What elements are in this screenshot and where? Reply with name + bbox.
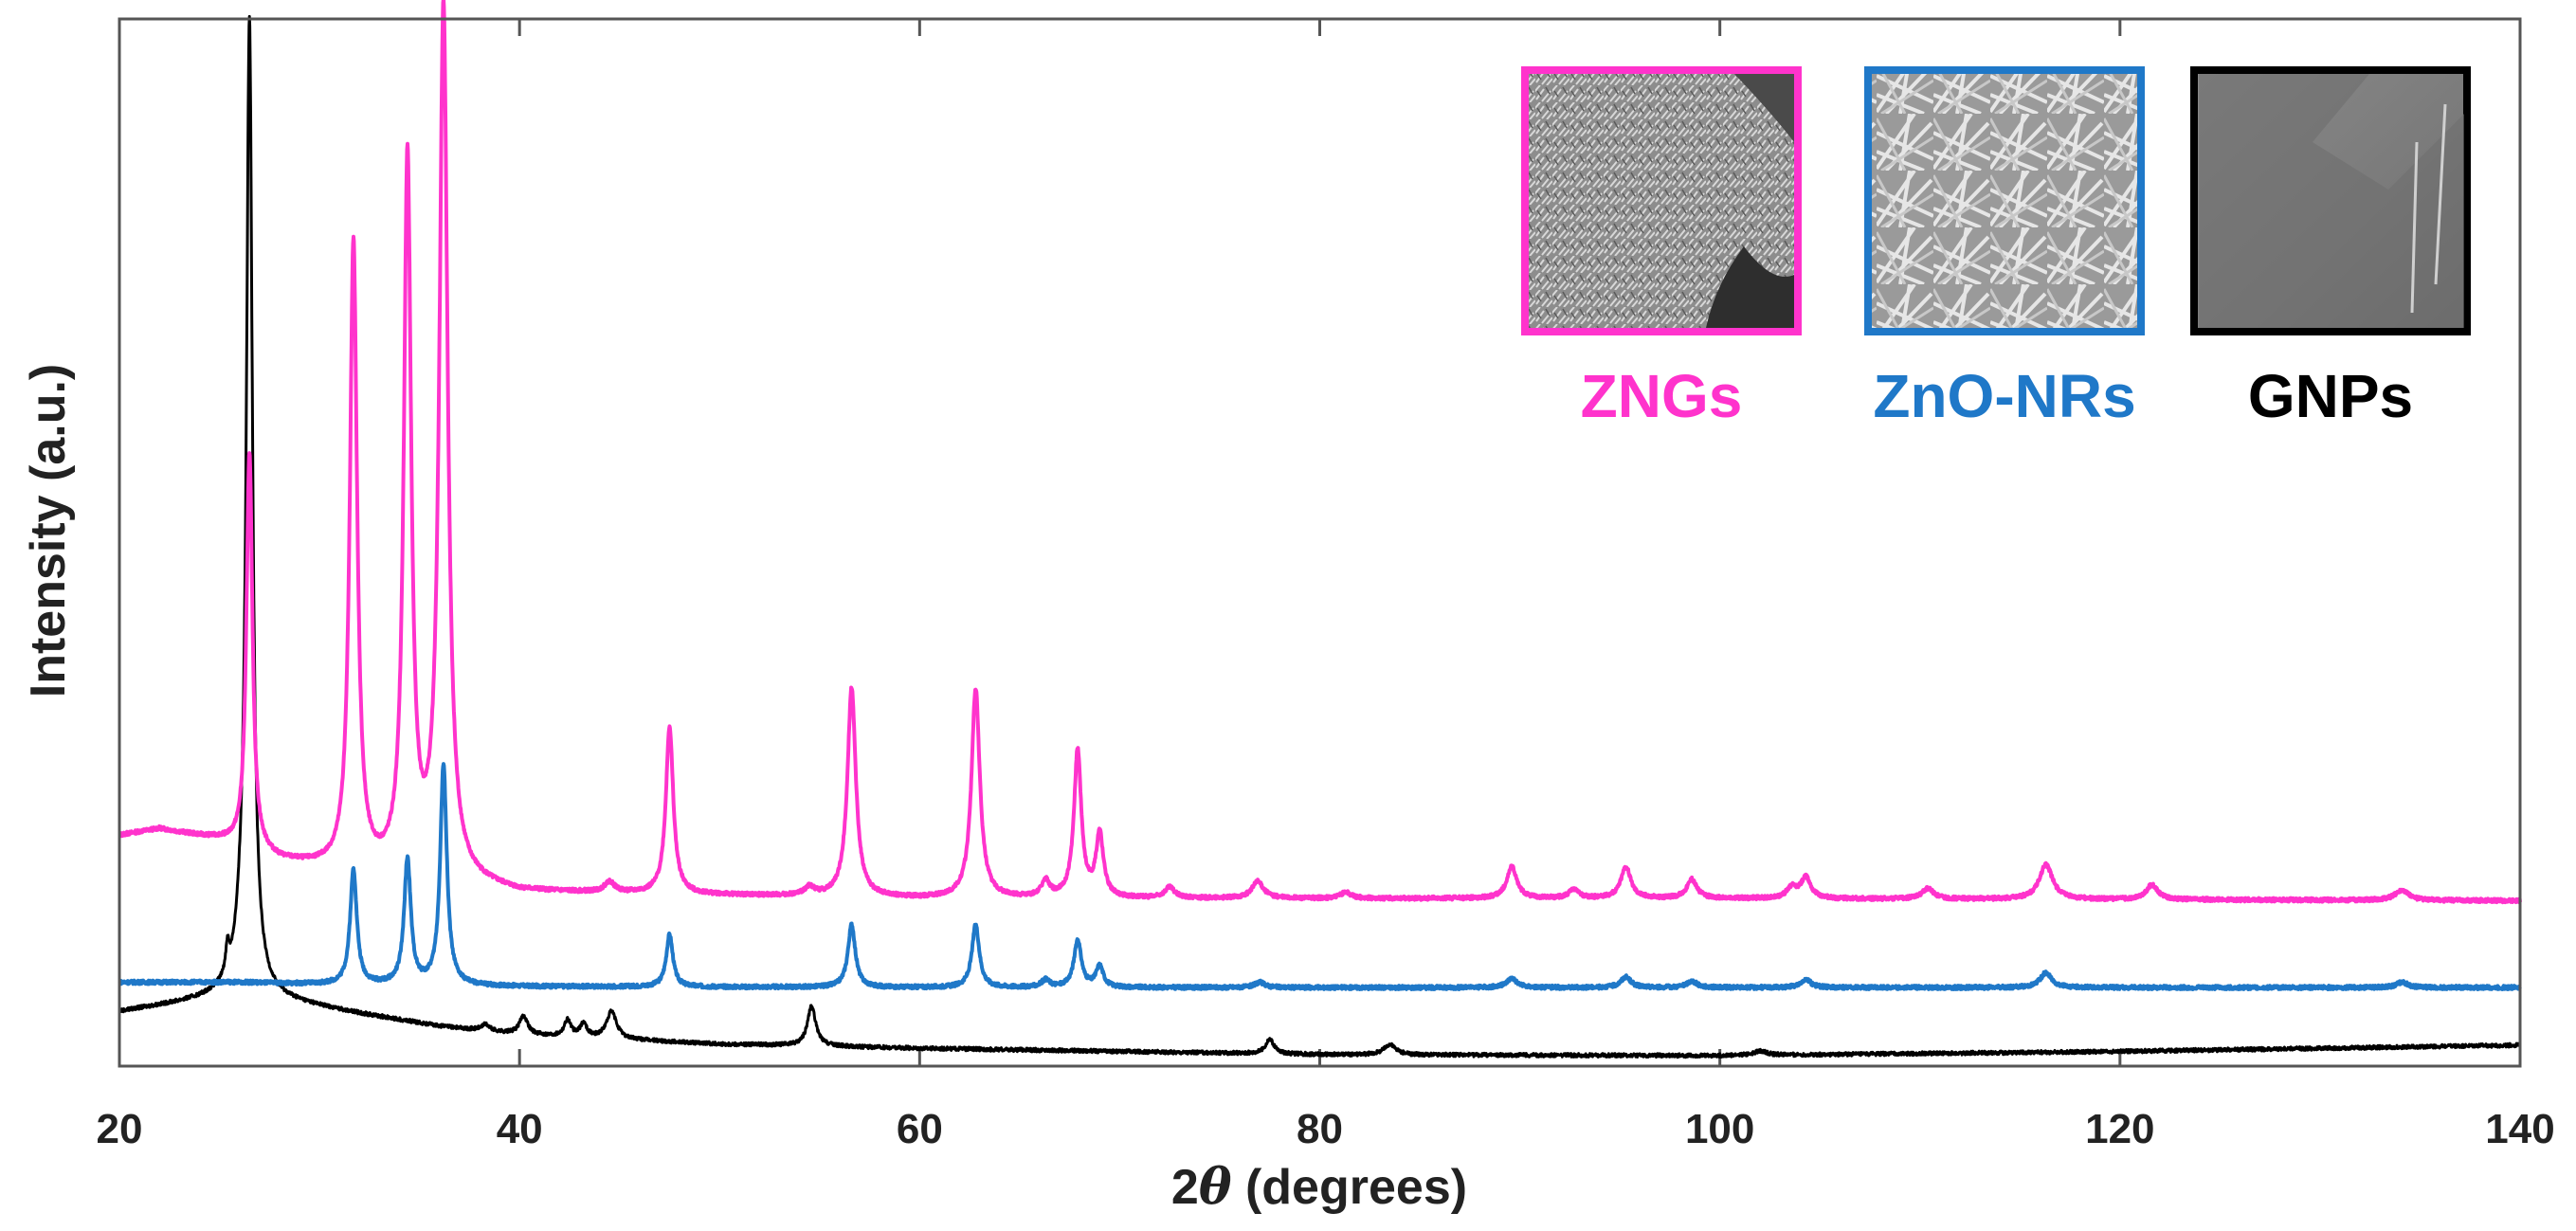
x-tick-label: 60 <box>897 1106 943 1152</box>
x-tick-label: 120 <box>2085 1106 2154 1152</box>
x-tick-label: 100 <box>1685 1106 1754 1152</box>
plot-frame <box>118 17 2522 1068</box>
legend-item-gnps: GNPs <box>2190 66 2471 430</box>
series-group <box>118 0 2522 1059</box>
x-tick-label: 20 <box>97 1106 143 1152</box>
legend-item-zngs: ZNGs <box>1521 66 1802 430</box>
series-line-gnps <box>118 14 2522 1059</box>
series-line-zno-nrs <box>118 762 2522 991</box>
ticks <box>118 19 2522 1066</box>
x-tick-label: 140 <box>2485 1106 2554 1152</box>
legend: ZNGs ZnO-NRs GNPs <box>1521 66 2471 430</box>
legend-label-zno-nrs: ZnO-NRs <box>1873 362 2135 430</box>
x-axis-label-suffix: (degrees) <box>1232 1160 1468 1215</box>
sem-image-gnps-edge <box>2410 103 2447 314</box>
x-axis-label-symbol: θ <box>1199 1158 1232 1216</box>
legend-label-zngs: ZNGs <box>1581 362 1743 430</box>
x-axis-label-prefix: 2 <box>1171 1160 1199 1215</box>
x-tick-label: 80 <box>1297 1106 1343 1152</box>
x-tick-label: 40 <box>497 1106 543 1152</box>
sem-image-zno-nrs <box>1864 66 2145 335</box>
x-tick-labels: 20 40 60 80 100 120 140 <box>97 1106 2555 1152</box>
sem-image-zngs-dark-corner <box>1734 74 1794 142</box>
y-axis-label: Intensity (a.u.) <box>21 364 76 697</box>
sem-image-gnps-flake <box>2199 74 2464 328</box>
legend-item-zno-nrs: ZnO-NRs <box>1864 66 2145 430</box>
sem-image-zngs-dark-region <box>1706 246 1794 328</box>
series-line-zngs <box>118 0 2522 905</box>
legend-label-gnps: GNPs <box>2248 362 2413 430</box>
x-axis-label: 2θ (degrees) <box>1171 1158 1467 1216</box>
